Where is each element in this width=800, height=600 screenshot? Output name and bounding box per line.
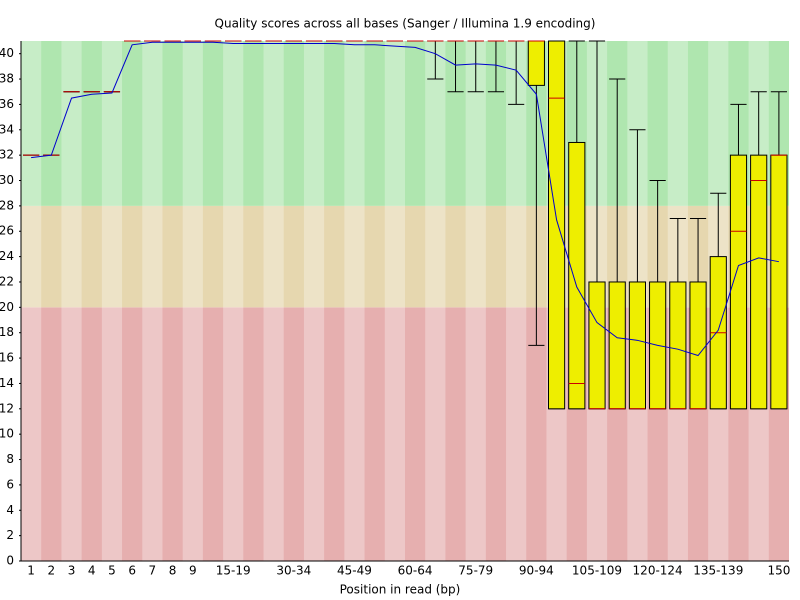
y-tick-label: 20 <box>0 300 14 314</box>
y-tick-label: 22 <box>0 274 14 288</box>
y-tick-label: 34 <box>0 122 14 136</box>
x-tick-label: 120-124 <box>633 564 683 578</box>
y-tick-label: 10 <box>0 427 14 441</box>
x-tick-label: 6 <box>128 564 136 578</box>
box <box>608 281 626 410</box>
column-stripe <box>465 41 486 561</box>
y-tick-label: 30 <box>0 173 14 187</box>
column-stripe <box>61 41 82 561</box>
y-tick-label: 18 <box>0 325 14 339</box>
y-tick-label: 4 <box>6 503 14 517</box>
y-tick-label: 0 <box>6 554 14 568</box>
x-tick-label: 30-34 <box>276 564 311 578</box>
column-stripe <box>344 41 365 561</box>
x-tick-label: 5 <box>108 564 116 578</box>
x-tick-label: 8 <box>169 564 177 578</box>
x-tick-label: 105-109 <box>572 564 622 578</box>
column-stripe <box>223 41 244 561</box>
y-tick-label: 32 <box>0 148 14 162</box>
mean-line <box>31 41 779 357</box>
x-tick-label: 45-49 <box>337 564 372 578</box>
y-tick-label: 24 <box>0 249 14 263</box>
y-tick-label: 12 <box>0 401 14 415</box>
x-tick-label: 15-19 <box>216 564 251 578</box>
chart-title: Quality scores across all bases (Sanger … <box>215 17 596 31</box>
box <box>628 281 647 410</box>
box <box>689 281 707 410</box>
x-tick-label: 1 <box>27 564 35 578</box>
column-stripe <box>263 41 284 561</box>
column-stripe <box>506 41 527 561</box>
column-stripe <box>303 41 325 561</box>
column-stripe <box>425 41 446 561</box>
x-axis-title: Position in read (bp) <box>340 583 461 597</box>
box <box>568 141 586 410</box>
x-tick-label: 3 <box>68 564 76 578</box>
y-tick-label: 8 <box>6 452 14 466</box>
x-tick-label: 9 <box>189 564 197 578</box>
y-tick-label: 40 <box>0 46 14 60</box>
box <box>527 40 545 86</box>
x-tick-label: 2 <box>47 564 55 578</box>
y-tick-label: 38 <box>0 72 14 86</box>
y-tick-label: 16 <box>0 351 14 365</box>
y-tick-label: 28 <box>0 198 14 212</box>
y-tick-label: 6 <box>6 477 14 491</box>
column-stripe <box>384 41 405 561</box>
x-tick-label: 75-79 <box>458 564 493 578</box>
column-stripe <box>21 41 42 561</box>
box <box>770 154 788 410</box>
box <box>588 281 606 410</box>
x-tick-label: 60-64 <box>398 564 433 578</box>
y-tick-label: 14 <box>0 376 14 390</box>
column-stripe <box>101 41 123 561</box>
x-tick-label: 90-94 <box>519 564 554 578</box>
y-tick-label: 2 <box>6 528 14 542</box>
box <box>547 40 566 410</box>
column-stripe <box>142 41 163 561</box>
box <box>669 281 687 410</box>
box <box>729 154 748 410</box>
column-stripe <box>182 41 203 561</box>
y-tick-label: 36 <box>0 97 14 111</box>
x-tick-label: 150 <box>767 564 790 578</box>
box <box>750 154 768 410</box>
x-tick-label: 7 <box>149 564 157 578</box>
x-tick-label: 4 <box>88 564 96 578</box>
quality-zone <box>21 41 789 206</box>
x-tick-label: 135-139 <box>693 564 743 578</box>
y-tick-label: 26 <box>0 224 14 238</box>
